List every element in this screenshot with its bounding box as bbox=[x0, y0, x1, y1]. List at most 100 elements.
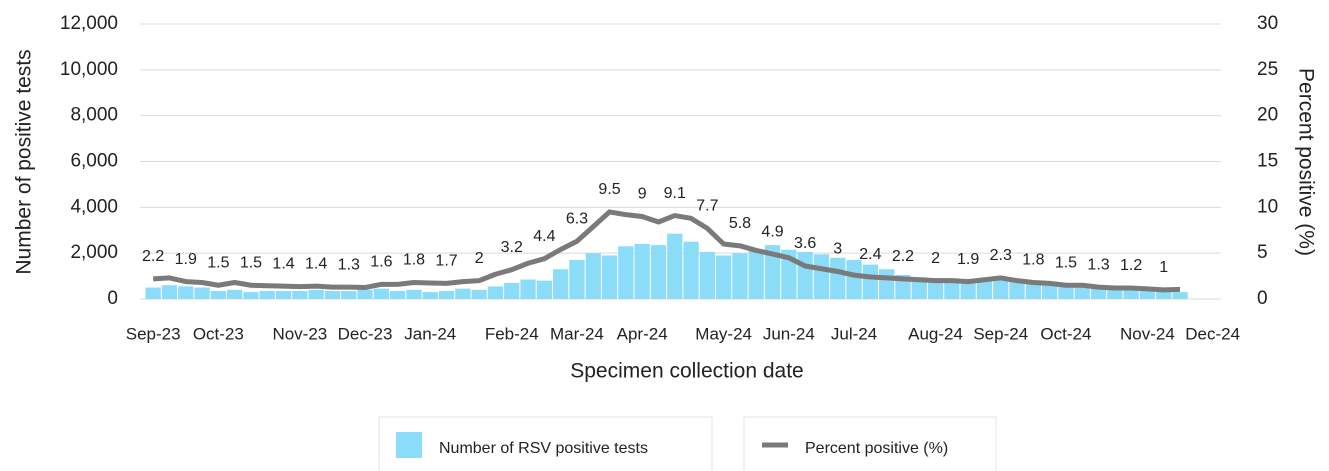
bar bbox=[243, 292, 259, 299]
data-label: 2.2 bbox=[892, 248, 914, 265]
bar bbox=[455, 288, 471, 299]
y2-tick-label: 15 bbox=[1257, 151, 1278, 172]
data-label: 3.2 bbox=[501, 239, 523, 256]
bar bbox=[830, 257, 846, 299]
bar bbox=[1058, 285, 1074, 299]
bar bbox=[1090, 287, 1107, 299]
data-label: 1.3 bbox=[338, 256, 360, 273]
bar bbox=[536, 280, 552, 299]
x-tick-label: Oct-23 bbox=[193, 324, 244, 343]
data-label: 1.5 bbox=[1055, 254, 1077, 271]
x-tick-label: Feb-24 bbox=[485, 324, 539, 343]
data-label: 1.9 bbox=[175, 251, 197, 268]
legend-label: Number of RSV positive tests bbox=[439, 440, 648, 457]
data-label: 1.4 bbox=[305, 255, 327, 272]
x-tick-label: Sep-24 bbox=[973, 324, 1028, 343]
bar bbox=[438, 290, 455, 299]
bar bbox=[846, 260, 862, 299]
data-label: 3.6 bbox=[794, 235, 816, 252]
y2-axis-title: Percent positive (%) bbox=[1294, 68, 1317, 256]
bar bbox=[1172, 292, 1188, 299]
bar bbox=[1123, 289, 1139, 299]
data-label: 1 bbox=[1159, 259, 1168, 276]
data-label: 9.1 bbox=[664, 185, 686, 202]
y-tick-label: 2,000 bbox=[70, 242, 118, 263]
bar bbox=[178, 286, 194, 299]
x-tick-label: Mar-24 bbox=[550, 324, 604, 343]
y2-tick-label: 10 bbox=[1257, 196, 1278, 217]
bar bbox=[275, 290, 292, 299]
bar bbox=[732, 253, 748, 299]
bar bbox=[634, 244, 650, 299]
bar bbox=[879, 269, 895, 299]
data-label: 2 bbox=[931, 250, 940, 267]
y2-tick-label: 25 bbox=[1257, 59, 1278, 80]
y-tick-label: 8,000 bbox=[70, 105, 118, 126]
x-tick-label: Dec-24 bbox=[1185, 324, 1240, 343]
data-label: 3 bbox=[833, 241, 842, 258]
bar bbox=[1156, 290, 1172, 299]
bar bbox=[373, 288, 389, 299]
bar bbox=[862, 264, 878, 299]
y-tick-label: 10,000 bbox=[60, 59, 118, 80]
bar bbox=[161, 285, 178, 299]
data-label: 1.5 bbox=[207, 254, 229, 271]
data-label: 2.4 bbox=[859, 246, 881, 263]
bar bbox=[927, 278, 944, 299]
x-tick-label: May-24 bbox=[695, 324, 752, 343]
bar bbox=[1009, 281, 1025, 299]
data-label: 1.8 bbox=[403, 252, 425, 269]
data-label: 2.2 bbox=[142, 248, 164, 265]
y2-tick-label: 20 bbox=[1257, 105, 1278, 126]
bar bbox=[699, 252, 715, 299]
bar bbox=[227, 289, 243, 299]
data-label: 4.9 bbox=[761, 223, 783, 240]
bar bbox=[1107, 288, 1123, 299]
data-label: 1.2 bbox=[1120, 257, 1142, 274]
bar bbox=[194, 287, 210, 299]
bar bbox=[406, 289, 422, 299]
bar bbox=[618, 246, 634, 299]
bar bbox=[716, 255, 732, 299]
bar bbox=[324, 290, 341, 299]
data-label: 9.5 bbox=[598, 181, 620, 198]
y2-tick-label: 5 bbox=[1257, 242, 1268, 263]
bar bbox=[667, 233, 683, 299]
data-label: 2 bbox=[475, 250, 484, 267]
bar bbox=[520, 279, 536, 299]
x-tick-label: Aug-24 bbox=[908, 324, 963, 343]
bar bbox=[145, 287, 161, 299]
bar bbox=[259, 290, 275, 299]
data-label: 1.9 bbox=[957, 251, 979, 268]
bar bbox=[1025, 282, 1041, 299]
legend-label: Percent positive (%) bbox=[805, 440, 948, 457]
bar bbox=[601, 255, 618, 299]
data-label: 9 bbox=[638, 186, 647, 203]
data-label: 1.5 bbox=[240, 254, 262, 271]
bar bbox=[764, 245, 781, 299]
bar bbox=[813, 254, 830, 299]
bar bbox=[308, 289, 324, 299]
bar bbox=[553, 269, 569, 299]
x-tick-label: Nov-23 bbox=[272, 324, 327, 343]
y2-tick-label: 0 bbox=[1257, 288, 1268, 309]
data-label: 1.8 bbox=[1022, 252, 1044, 269]
bar bbox=[487, 286, 504, 299]
bar bbox=[911, 277, 927, 299]
bar bbox=[341, 290, 357, 299]
bar bbox=[357, 289, 373, 299]
x-tick-label: Dec-23 bbox=[338, 324, 393, 343]
bar bbox=[1074, 286, 1090, 299]
x-tick-label: Oct-24 bbox=[1040, 324, 1091, 343]
data-label: 4.4 bbox=[533, 228, 555, 245]
x-tick-label: Jul-24 bbox=[831, 324, 877, 343]
x-tick-label: Jan-24 bbox=[404, 324, 456, 343]
bar bbox=[993, 279, 1009, 299]
data-label: 5.8 bbox=[729, 215, 751, 232]
bar bbox=[683, 241, 699, 299]
legend-swatch bbox=[396, 432, 422, 458]
bar bbox=[748, 250, 764, 299]
x-tick-label: Jun-24 bbox=[763, 324, 815, 343]
bar bbox=[390, 290, 406, 299]
